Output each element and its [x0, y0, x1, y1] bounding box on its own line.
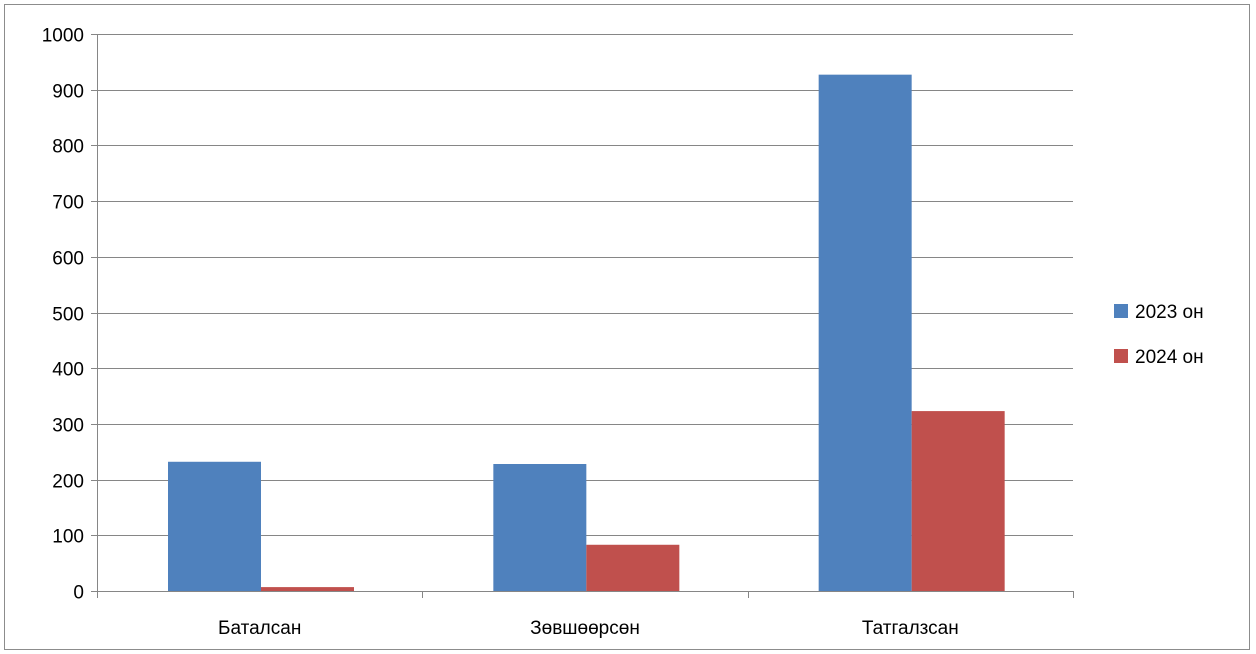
y-tick-label: 800: [52, 137, 84, 158]
y-tick-label: 900: [52, 82, 84, 103]
legend: 2023 он 2024 он: [1114, 302, 1204, 368]
y-tick-label: 400: [52, 360, 84, 381]
legend-swatch: [1114, 349, 1128, 363]
y-tick-label: 100: [52, 527, 84, 548]
x-tick-labels: Баталсан Зөвшөөрсөн Татгалзсан: [218, 618, 959, 639]
bar-series-2: [586, 544, 680, 591]
y-tick-label: 500: [52, 305, 84, 326]
legend-label: 2023 он: [1135, 302, 1204, 323]
bar-series-2: [911, 411, 1005, 591]
bar-series-1: [493, 464, 587, 591]
y-tick-labels: 0 100 200 300 400 500 600 700 800 900 1000: [42, 26, 84, 604]
y-tick-label: 200: [52, 472, 84, 493]
bar-series-2: [261, 587, 354, 591]
y-tick-label: 0: [73, 583, 84, 604]
legend-label: 2024 он: [1135, 347, 1204, 368]
bar-series-1: [168, 461, 261, 591]
y-tick-label: 600: [52, 249, 84, 270]
y-tick-label: 300: [52, 416, 84, 437]
bars: [168, 74, 1005, 591]
y-tick-label: 700: [52, 193, 84, 214]
x-tick-label: Баталсан: [218, 618, 301, 639]
x-tick-label: Зөвшөөрсөн: [530, 618, 640, 639]
x-tick-label: Татгалзсан: [862, 618, 959, 639]
axes: [91, 34, 1074, 598]
legend-swatch: [1114, 304, 1128, 318]
bar-series-1: [818, 74, 912, 591]
y-tick-label: 1000: [42, 26, 84, 47]
